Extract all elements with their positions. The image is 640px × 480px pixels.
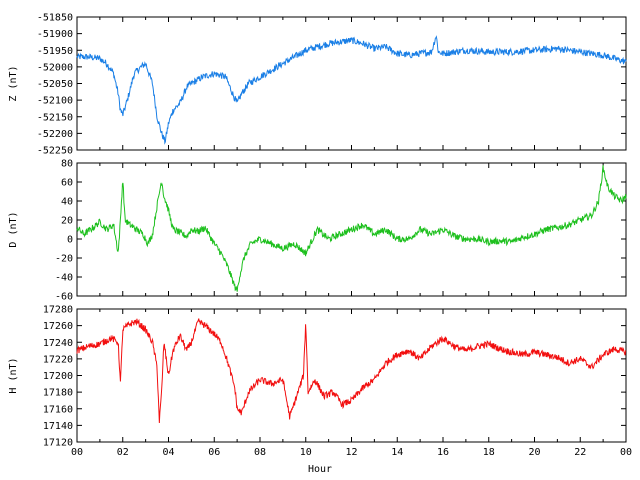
z-y-tick-label: -51950 <box>37 46 73 57</box>
h-y-tick-label: 17240 <box>43 338 73 349</box>
x-tick-label: 12 <box>345 447 357 458</box>
h-y-tick-label: 17280 <box>43 305 73 316</box>
x-tick-label: 00 <box>620 447 632 458</box>
h-y-tick-label: 17220 <box>43 354 73 365</box>
x-tick-label: 20 <box>528 447 540 458</box>
h-y-tick-label: 17200 <box>43 371 73 382</box>
d-y-tick-label: 20 <box>61 216 73 227</box>
d-y-tick-label: -40 <box>55 273 73 284</box>
z-panel: -51850 -51900 -51950 -52000 -52050 -52100 -521… <box>8 13 627 157</box>
z-y-tick-label: -52100 <box>37 96 73 107</box>
x-tick-label: 10 <box>300 447 312 458</box>
d-y-tick-label: 40 <box>61 197 73 208</box>
d-panel: 80 60 40 20 0 -20 -40 -60 D (nT) <box>8 159 627 303</box>
h-y-tick-label: 17140 <box>43 421 73 432</box>
x-tick-label: 00 <box>71 447 83 458</box>
z-y-tick-label: -52150 <box>37 112 73 123</box>
d-y-axis-label: D (nT) <box>8 211 19 247</box>
z-plot-frame <box>76 16 627 151</box>
x-tick-label: 08 <box>254 447 266 458</box>
x-tick-label: 18 <box>483 447 495 458</box>
h-series-line <box>76 318 627 423</box>
z-y-tick-label: -52250 <box>37 146 73 157</box>
z-y-tick-label: -52200 <box>37 129 73 140</box>
x-tick-label: 04 <box>162 447 174 458</box>
d-y-tick-label: 0 <box>67 235 73 246</box>
d-y-tick-label: -60 <box>55 292 73 303</box>
x-tick-label: 06 <box>208 447 220 458</box>
d-y-tick-label: -20 <box>55 254 73 265</box>
h-y-tick-label: 17260 <box>43 321 73 332</box>
z-y-tick-label: -51850 <box>37 13 73 24</box>
h-y-tick-label: 17160 <box>43 404 73 415</box>
z-y-tick-label: -52050 <box>37 79 73 90</box>
h-y-tick-label: 17180 <box>43 388 73 399</box>
h-y-axis-label: H (nT) <box>8 357 19 393</box>
x-tick-label: 02 <box>117 447 129 458</box>
d-series-line <box>76 165 627 292</box>
d-y-tick-label: 60 <box>61 178 73 189</box>
z-y-axis-label: Z (nT) <box>8 65 19 101</box>
z-series-line <box>76 35 627 145</box>
h-panel: 17280 17260 17240 17220 17200 17180 17160 17140… <box>8 305 632 459</box>
x-tick-label: 22 <box>574 447 586 458</box>
x-tick-label: 14 <box>391 447 403 458</box>
h-y-tick-label: 17120 <box>43 438 73 449</box>
x-tick-label: 16 <box>437 447 449 458</box>
z-y-tick-label: -52000 <box>37 62 73 73</box>
z-y-tick-label: -51900 <box>37 29 73 40</box>
x-axis-label: Hour <box>308 464 332 475</box>
d-y-tick-label: 80 <box>61 159 73 170</box>
